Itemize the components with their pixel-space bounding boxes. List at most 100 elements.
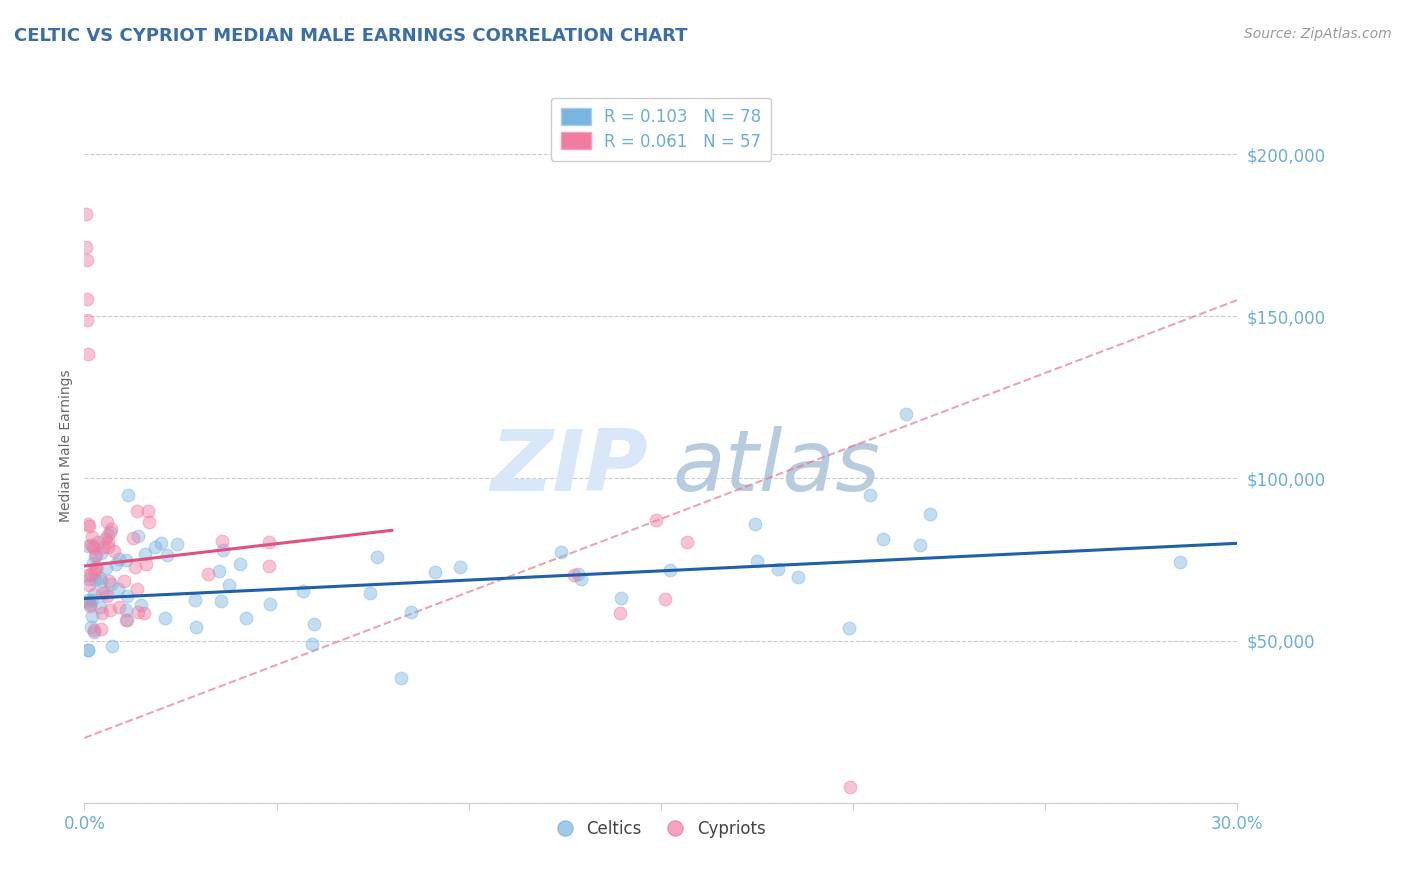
Point [77, 516, 100, 531]
Point [138, 515, 160, 529]
Point [838, 621, 860, 635]
Point [744, 517, 766, 532]
Point [259, 597, 281, 611]
Point [567, 567, 589, 582]
Point [87, 534, 110, 549]
Point [766, 562, 789, 576]
Point [79, 599, 101, 613]
Point [644, 513, 666, 527]
Point [77, 539, 100, 553]
Point [292, 583, 315, 598]
Point [301, 637, 323, 651]
Point [77, 643, 100, 657]
Point [83, 549, 105, 564]
Point [745, 553, 768, 567]
Point [115, 590, 138, 604]
Point [135, 557, 157, 571]
Point [127, 528, 149, 542]
Point [100, 602, 122, 616]
Legend: Celtics, Cypriots: Celtics, Cypriots [550, 814, 772, 845]
Point [82, 556, 104, 570]
Point [104, 557, 127, 571]
Point [96, 515, 118, 529]
Point [100, 576, 122, 591]
Point [108, 600, 131, 615]
Point [212, 542, 235, 557]
Point [75, 239, 97, 253]
Point [211, 594, 233, 608]
Point [125, 504, 148, 518]
Point [96, 589, 118, 603]
Point [83, 541, 105, 555]
Point [659, 563, 682, 577]
Point [83, 587, 105, 601]
Point [676, 534, 699, 549]
Point [134, 547, 156, 561]
Point [97, 534, 120, 549]
Point [610, 591, 633, 606]
Point [77, 578, 100, 592]
Text: Source: ZipAtlas.com: Source: ZipAtlas.com [1244, 27, 1392, 41]
Point [98, 574, 121, 588]
Point [257, 558, 280, 573]
Point [838, 780, 860, 794]
Point [115, 553, 138, 567]
Point [401, 605, 423, 619]
Point [449, 559, 471, 574]
Point [787, 570, 810, 584]
Point [76, 347, 98, 361]
Point [76, 252, 98, 267]
Point [80, 539, 103, 553]
Point [211, 533, 233, 548]
Point [859, 488, 882, 502]
Point [114, 603, 136, 617]
Point [117, 613, 139, 627]
Point [259, 534, 281, 549]
Point [94, 532, 117, 546]
Point [76, 292, 98, 306]
Point [115, 613, 138, 627]
Point [97, 527, 120, 541]
Point [571, 573, 593, 587]
Point [94, 586, 117, 600]
Point [550, 544, 572, 558]
Point [112, 574, 135, 588]
Point [389, 671, 412, 685]
Point [94, 561, 117, 575]
Point [84, 573, 107, 587]
Point [235, 611, 257, 625]
Point [184, 620, 207, 634]
Point [896, 407, 918, 421]
Point [207, 564, 229, 578]
Point [107, 552, 129, 566]
Point [155, 610, 177, 624]
Point [124, 559, 146, 574]
Point [359, 586, 381, 600]
Point [166, 537, 188, 551]
Point [908, 538, 931, 552]
Point [143, 541, 166, 555]
Point [156, 548, 179, 562]
Point [125, 582, 148, 596]
Text: CELTIC VS CYPRIOT MEDIAN MALE EARNINGS CORRELATION CHART: CELTIC VS CYPRIOT MEDIAN MALE EARNINGS C… [14, 27, 688, 45]
Point [302, 616, 325, 631]
Point [103, 544, 125, 558]
Text: atlas: atlas [672, 425, 880, 509]
Point [80, 567, 103, 582]
Point [218, 577, 240, 591]
Point [96, 540, 118, 554]
Point [77, 519, 100, 533]
Point [75, 207, 97, 221]
Point [100, 525, 122, 540]
Point [872, 532, 894, 546]
Point [184, 593, 207, 607]
Point [89, 571, 111, 585]
Point [77, 595, 100, 609]
Point [79, 597, 101, 611]
Point [83, 624, 105, 638]
Point [91, 540, 114, 554]
Point [80, 620, 103, 634]
Point [89, 599, 111, 614]
Point [90, 546, 112, 560]
Point [77, 573, 100, 587]
